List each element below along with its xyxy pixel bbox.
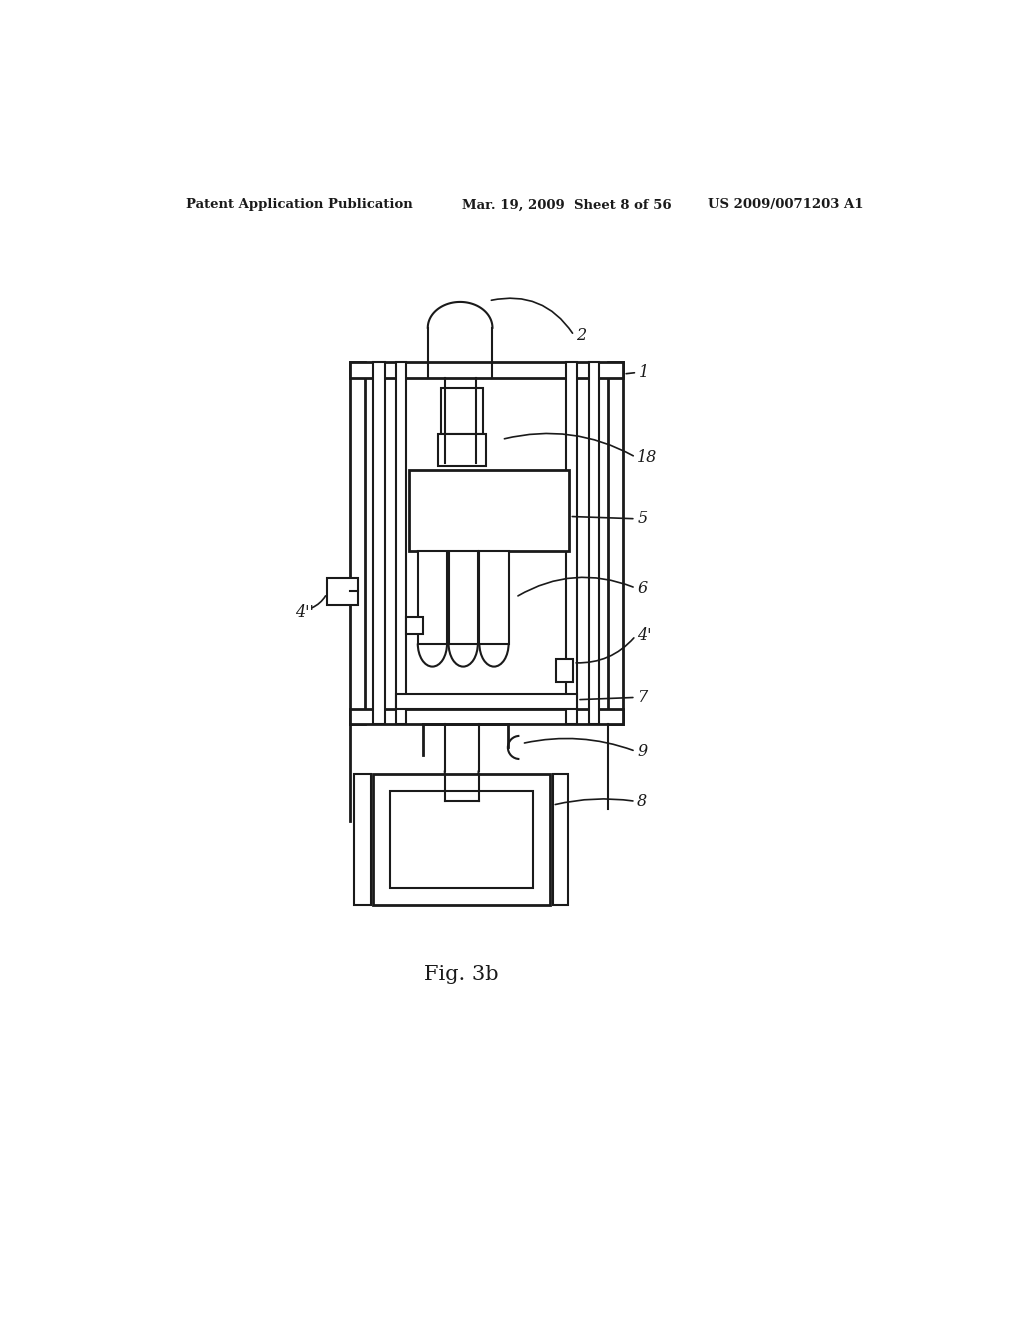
Bar bbox=[327, 578, 357, 605]
Text: 4': 4' bbox=[637, 627, 651, 644]
Bar bbox=[449, 552, 478, 644]
Bar bbox=[407, 618, 423, 635]
Bar bbox=[396, 363, 407, 725]
Text: 8: 8 bbox=[637, 793, 647, 810]
Text: 5: 5 bbox=[637, 511, 647, 527]
Text: Fig. 3b: Fig. 3b bbox=[424, 965, 499, 985]
Bar bbox=[373, 363, 385, 725]
Text: 18: 18 bbox=[637, 449, 657, 466]
Bar bbox=[553, 775, 568, 906]
Text: 6: 6 bbox=[637, 579, 647, 597]
Bar bbox=[556, 659, 573, 682]
Bar bbox=[350, 363, 366, 725]
Bar bbox=[441, 388, 483, 434]
Bar bbox=[566, 363, 578, 725]
Bar bbox=[608, 363, 624, 725]
Bar bbox=[589, 363, 599, 725]
Bar bbox=[418, 552, 447, 644]
Bar bbox=[396, 693, 578, 709]
Text: US 2009/0071203 A1: US 2009/0071203 A1 bbox=[709, 198, 863, 211]
Bar bbox=[438, 434, 485, 466]
Text: 2: 2 bbox=[575, 327, 586, 345]
Bar bbox=[479, 552, 509, 644]
Bar bbox=[350, 363, 624, 378]
Text: Patent Application Publication: Patent Application Publication bbox=[186, 198, 413, 211]
Bar bbox=[354, 775, 371, 906]
Text: 4'': 4'' bbox=[295, 605, 313, 622]
Bar bbox=[373, 775, 550, 906]
Bar bbox=[390, 792, 534, 888]
Text: Mar. 19, 2009  Sheet 8 of 56: Mar. 19, 2009 Sheet 8 of 56 bbox=[462, 198, 672, 211]
Text: 1: 1 bbox=[639, 364, 649, 381]
Text: 7: 7 bbox=[637, 689, 647, 706]
Bar bbox=[410, 470, 569, 552]
Bar bbox=[350, 709, 624, 725]
Text: 9: 9 bbox=[637, 743, 647, 760]
